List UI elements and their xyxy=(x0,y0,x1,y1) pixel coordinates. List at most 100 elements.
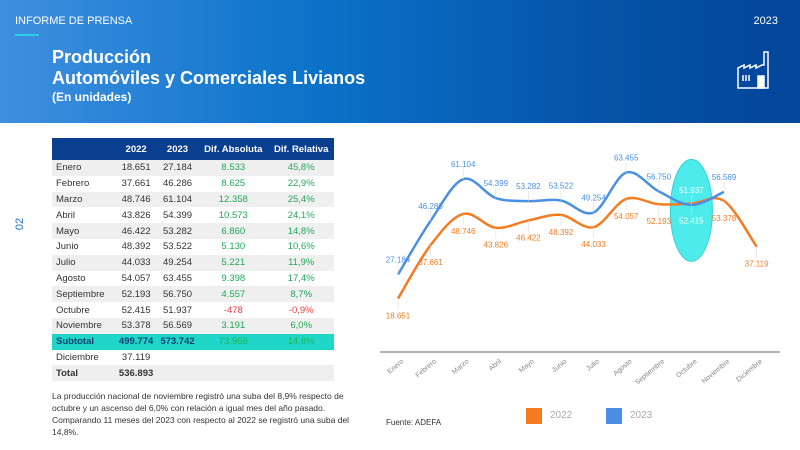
x-tick-label: Agosto xyxy=(612,358,633,377)
table-cell: Julio xyxy=(52,254,116,271)
col-header: 2023 xyxy=(156,138,199,160)
table-cell: 10,6% xyxy=(287,241,315,253)
table-cell: 61.104 xyxy=(156,191,199,208)
year: 2023 xyxy=(753,15,778,27)
x-tick-label: Enero xyxy=(386,358,405,375)
table-cell: 53.522 xyxy=(162,241,193,253)
table-cell: 10.573 xyxy=(218,209,248,221)
table-cell: Marzo xyxy=(52,191,116,208)
x-tick-label: Febrero xyxy=(415,358,438,379)
table-cell: 53.378 xyxy=(115,317,157,334)
table-row: Diciembre 37.119 xyxy=(52,350,334,366)
data-label: 18.651 xyxy=(386,312,411,321)
x-tick-label: Abril xyxy=(488,358,504,373)
data-label: 54.399 xyxy=(484,179,509,188)
table-row: Noviembre 53.378 56.569 3.191 6,0% xyxy=(52,317,334,334)
table-cell: 4.557 xyxy=(198,286,269,303)
table-cell: 9.398 xyxy=(221,272,246,284)
data-label: 48.392 xyxy=(549,228,574,237)
x-tick-label: Septiembre xyxy=(634,358,666,386)
note-text: La producción nacional de noviembre regi… xyxy=(52,391,350,437)
data-label: 61.104 xyxy=(451,160,476,169)
table-cell: 44.033 xyxy=(115,254,157,271)
data-label: 43.826 xyxy=(484,241,509,250)
table-cell: 14,8% xyxy=(268,333,334,350)
col-header: Dif. Absoluta xyxy=(198,138,269,160)
series-line-2022 xyxy=(396,196,758,300)
production-table: 2022 2023 Dif. Absoluta Dif. Relativa En… xyxy=(52,138,334,382)
table-row: Marzo 48.746 61.104 12.358 25,4% xyxy=(52,191,334,208)
table-row: Subtotal 499.774 573.742 73.968 14,8% xyxy=(52,333,334,350)
table-cell: Mayo xyxy=(52,223,116,239)
table-cell: Abril xyxy=(56,209,76,221)
data-label: 51.937 xyxy=(679,186,704,195)
table-cell: 45,8% xyxy=(268,160,334,176)
page-title-line2: Automóviles y Comerciales Livianos xyxy=(52,68,366,88)
table-cell: 52.415 xyxy=(121,304,151,316)
data-label: 56.750 xyxy=(647,172,672,181)
table-cell: Agosto xyxy=(56,272,86,284)
kicker-underline xyxy=(15,34,39,36)
table-cell: 17,4% xyxy=(287,272,315,284)
table-cell: 54.057 xyxy=(121,272,151,284)
table-cell: 56.569 xyxy=(156,317,199,334)
data-label: 52.415 xyxy=(679,217,704,226)
data-label: 48.746 xyxy=(451,227,476,236)
kicker: INFORME DE PRENSA xyxy=(15,15,133,27)
data-label: 27.184 xyxy=(386,256,411,265)
table-cell: 5.221 xyxy=(198,254,269,271)
x-tick-label: Junio xyxy=(551,358,568,374)
legend-swatch-2022 xyxy=(526,408,542,424)
header-banner: INFORME DE PRENSA 2023 Producción Automó… xyxy=(0,0,800,123)
page-subtitle: (En unidades) xyxy=(52,90,132,104)
data-label: 44.033 xyxy=(581,240,606,249)
table-cell: 6,0% xyxy=(268,317,334,334)
table-cell: 52.193 xyxy=(115,286,157,303)
table-cell: 63.455 xyxy=(162,272,193,284)
data-label: 54.057 xyxy=(614,212,639,221)
series-line-2023 xyxy=(396,170,725,276)
table-cell xyxy=(268,365,334,382)
table-cell: 46.422 xyxy=(115,223,157,239)
table-cell: 18.651 xyxy=(115,160,157,176)
table-cell: 43.826 xyxy=(121,209,151,221)
table-row: Total 536.893 xyxy=(52,365,334,382)
table-cell: 46.286 xyxy=(162,178,193,190)
x-tick-label: Noviembre xyxy=(701,358,732,385)
x-tick-label: Octubre xyxy=(675,358,699,379)
table-cell: 54.399 xyxy=(162,209,193,221)
table-cell: 27.184 xyxy=(156,160,199,176)
table-cell: 8,7% xyxy=(268,286,334,303)
table-cell: 48.746 xyxy=(115,191,157,208)
table-row: Junio 48.392 53.522 5.130 10,6% xyxy=(52,239,334,255)
table-cell: 24,1% xyxy=(287,209,315,221)
table-cell: 22,9% xyxy=(287,178,315,190)
data-label: 52.193 xyxy=(647,217,672,226)
table-cell: 73.968 xyxy=(198,333,269,350)
table-cell: 8.625 xyxy=(221,178,246,190)
x-tick-label: Julio xyxy=(585,358,601,373)
table-row: Febrero 37.661 46.286 8.625 22,9% xyxy=(52,176,334,192)
data-label: 37.119 xyxy=(745,260,769,269)
table-cell: 6.860 xyxy=(198,223,269,239)
factory-icon xyxy=(737,51,769,89)
table-row: Enero 18.651 27.184 8.533 45,8% xyxy=(52,160,334,176)
table-row: Abril 43.826 54.399 10.573 24,1% xyxy=(52,207,334,223)
table-cell: 37.119 xyxy=(121,351,151,363)
x-tick-label: Mayo xyxy=(518,358,536,374)
data-label: 53.522 xyxy=(549,181,574,190)
x-tick-label: Marzo xyxy=(451,358,470,376)
table-cell: 12.358 xyxy=(198,191,269,208)
table-cell: 37.661 xyxy=(121,178,151,190)
table-cell: 48.392 xyxy=(121,241,151,253)
table-cell: 536.893 xyxy=(115,365,157,382)
legend-label-2023: 2023 xyxy=(630,410,653,421)
table-cell: Junio xyxy=(56,241,79,253)
table-cell: 56.750 xyxy=(156,286,199,303)
table-cell: Noviembre xyxy=(52,317,116,334)
table-cell: -0,9% xyxy=(288,304,314,316)
table-cell: 14,8% xyxy=(268,223,334,239)
col-header: Dif. Relativa xyxy=(268,138,334,160)
table-cell: Septiembre xyxy=(52,286,116,303)
